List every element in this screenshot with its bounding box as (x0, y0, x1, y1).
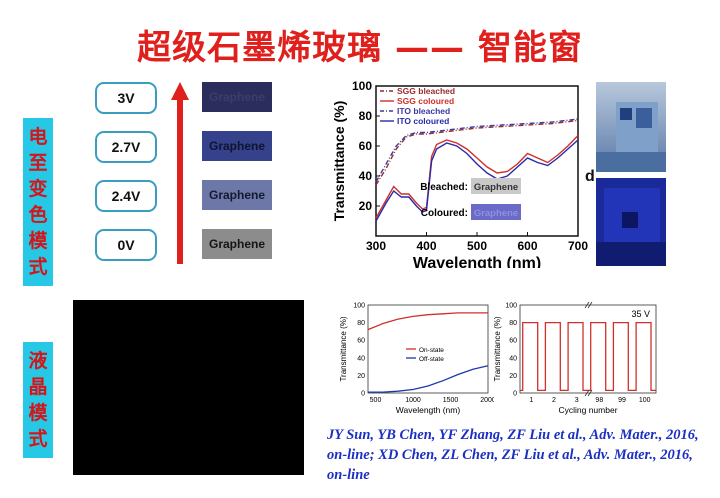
mode-label-char: 至 (28, 152, 48, 174)
series-line (368, 365, 489, 393)
axis-break (587, 301, 593, 309)
legend-label: Off-state (419, 356, 444, 363)
plot-frame (519, 304, 657, 394)
x-tick-label: 99 (618, 397, 626, 404)
mode-label-char: 模 (28, 230, 48, 252)
panel-label-d: d (585, 168, 595, 185)
mode-label-char: 变 (28, 178, 48, 200)
mode-label-char: 晶 (28, 376, 48, 398)
axis-break (584, 389, 590, 397)
mode-label-char: 液 (28, 350, 48, 372)
graphene-swatch-2-7v: Graphene (202, 131, 272, 161)
mode-label-char: 电 (28, 126, 48, 148)
legend-label: SGG coloured (397, 96, 454, 106)
graphene-swatch-0v: Graphene (202, 229, 272, 259)
series-line (375, 139, 579, 222)
series-line (375, 135, 579, 219)
series-line (375, 118, 579, 183)
series-line (367, 312, 488, 331)
annotation-swatch-label: Graphene (474, 208, 518, 219)
x-tick-label: 500 (467, 239, 487, 253)
y-tick-label: 100 (505, 303, 517, 310)
liquid-crystal-video-placeholder (73, 300, 304, 475)
graphene-swatch-2-4v: Graphene (202, 180, 272, 210)
y-tick-label: 40 (359, 169, 373, 183)
y-axis-label: Transmittance (%) (493, 316, 502, 381)
axis-break (587, 389, 593, 397)
voltage-arrow-icon (171, 82, 189, 264)
annotation-swatch (471, 178, 521, 194)
x-tick-label: 500 (370, 397, 382, 404)
x-tick-label: 1 (529, 397, 533, 404)
x-tick-label: 2 (552, 397, 556, 404)
y-tick-label: 60 (359, 139, 373, 153)
liquid-crystal-mode-label: 液晶模式 (23, 342, 53, 458)
mode-label-char: 模 (28, 402, 48, 424)
x-axis-label: Wavelength (nm) (396, 405, 461, 415)
cycling-stability-chart: 0 20 40 60 80 100 1 2 3 98 99 100 35 V Cycling number… (493, 301, 657, 415)
x-axis-label: Cycling number (558, 405, 617, 415)
mode-label-char: 色 (28, 204, 48, 226)
voltage-box-0v: 0V (95, 229, 157, 261)
smart-window-photo-coloured (596, 178, 666, 266)
x-tick-label: 3 (575, 397, 579, 404)
y-tick-label: 40 (509, 355, 517, 362)
transmittance-spectrum-chart: 300 400 500 600 700 20 40 60 80 100 Wavelength (nm… (331, 79, 588, 268)
x-tick-label: 1000 (405, 397, 421, 404)
x-tick-label: 300 (366, 239, 386, 253)
liquid-crystal-transmittance-chart: 500 1000 1500 2000 0 20 40 60 80 100 Wavelength (n… (339, 303, 494, 416)
annotation-label: Coloured: (421, 208, 468, 219)
mode-label-char: 式 (28, 256, 48, 278)
y-tick-label: 100 (353, 303, 365, 310)
y-tick-label: 0 (361, 391, 365, 398)
axis-break (584, 301, 590, 309)
legend-label: On-state (419, 347, 444, 354)
x-tick-label: 2000 (480, 397, 494, 404)
x-tick-label: 100 (639, 397, 651, 404)
y-tick-label: 60 (357, 338, 365, 345)
series-line (375, 119, 579, 186)
annotation-label: Bleached: (420, 182, 468, 193)
legend-label: ITO bleached (397, 106, 450, 116)
x-tick-label: 1500 (443, 397, 459, 404)
legend-label: SGG bleached (397, 86, 455, 96)
x-tick-label: 700 (568, 239, 588, 253)
voltage-box-2-7v: 2.7V (95, 131, 157, 163)
legend-label: ITO coloured (397, 116, 449, 126)
page-title: 超级石墨烯玻璃 —— 智能窗 (137, 28, 583, 68)
y-tick-label: 100 (352, 79, 372, 93)
electrochromic-mode-label: 电至变色模式 (23, 118, 53, 286)
x-tick-label: 98 (595, 397, 603, 404)
voltage-box-3v: 3V (95, 82, 157, 114)
x-tick-label: 400 (416, 239, 436, 253)
series-line (520, 321, 656, 392)
annotation-swatch-label: Graphene (474, 182, 518, 193)
citation-text: JY Sun, YB Chen, YF Zhang, ZF Liu et al.… (327, 427, 699, 483)
y-tick-label: 80 (357, 320, 365, 327)
y-tick-label: 80 (359, 109, 373, 123)
smart-window-photo-bleached (596, 82, 666, 172)
y-tick-label: 0 (513, 391, 517, 398)
y-tick-label: 20 (359, 199, 373, 213)
x-tick-label: 600 (517, 239, 537, 253)
mode-label-char: 式 (28, 428, 48, 450)
y-tick-label: 20 (509, 373, 517, 380)
y-tick-label: 20 (357, 373, 365, 380)
graphene-swatch-3v: Graphene (202, 82, 272, 112)
x-axis-label: Wavelength (nm) (413, 255, 541, 268)
y-axis-label: Transmittance (%) (339, 316, 348, 381)
y-tick-label: 80 (509, 320, 517, 327)
y-tick-label: 60 (509, 338, 517, 345)
annotation-swatch (471, 204, 521, 220)
y-tick-label: 40 (357, 355, 365, 362)
plot-frame (367, 304, 489, 394)
voltage-box-2-4v: 2.4V (95, 180, 157, 212)
voltage-annotation: 35 V (631, 309, 650, 319)
y-axis-label: Transmittance (%) (331, 101, 347, 222)
